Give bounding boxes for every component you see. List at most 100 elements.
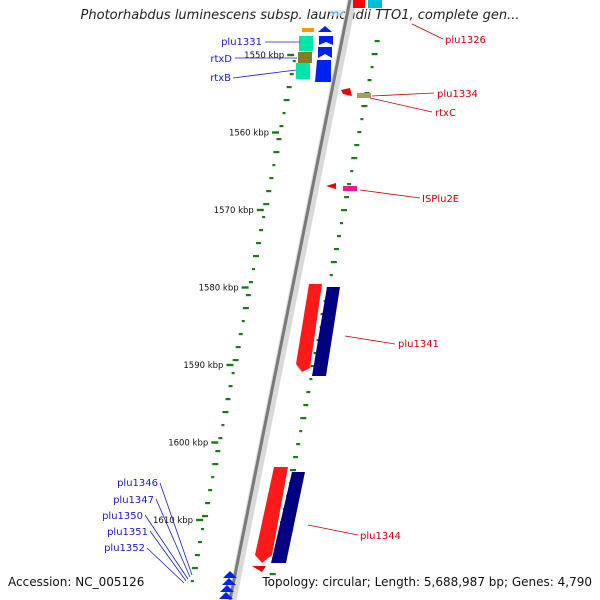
- gc-dot: [303, 404, 309, 407]
- gc-dot: [282, 112, 286, 115]
- accession-text: Accession: NC_005126: [8, 575, 145, 589]
- gc-dot: [374, 40, 380, 43]
- gc-dot: [205, 502, 211, 505]
- gc-dot: [242, 307, 249, 310]
- gc-dot: [296, 443, 301, 446]
- gc-dot: [292, 60, 296, 63]
- gene-rtxD[interactable]: [298, 52, 312, 63]
- gene-top-c[interactable]: [330, 10, 344, 16]
- scale-ticks: 1550 kbp 1560 kbp 1570 kbp 1580 kbp 1590 kbp…: [153, 51, 295, 526]
- genome-summary-text: Topology: circular; Length: 5,688,987 bp…: [262, 575, 592, 589]
- gene-plu1331b[interactable]: [299, 36, 313, 51]
- gc-dot: [241, 320, 245, 323]
- scale-tick-1610: [196, 518, 204, 522]
- gc-dot: [253, 255, 260, 258]
- gene-rev-3[interactable]: [315, 60, 331, 82]
- gc-dot: [333, 248, 339, 251]
- label-plu1344[interactable]: plu1344: [360, 531, 401, 542]
- scale-tick-1560: [272, 131, 280, 134]
- gc-dot: [283, 99, 290, 102]
- gc-dot: [367, 79, 372, 82]
- gc-dot: [357, 131, 362, 134]
- map-title: Photorhabdus luminescens subsp. laumondi…: [80, 8, 520, 23]
- gc-dot: [221, 424, 225, 427]
- gc-dot: [310, 365, 317, 368]
- gene-isplu2e-arrow[interactable]: [326, 183, 336, 189]
- gc-dot: [202, 515, 209, 518]
- gene-rev-2[interactable]: [318, 47, 332, 58]
- gene-plu1341-fwd[interactable]: [296, 284, 322, 372]
- scale-tick-1580: [241, 286, 249, 289]
- gc-dot: [232, 359, 239, 362]
- scale-tick-1550: [287, 53, 295, 57]
- gene-plu1334[interactable]: [341, 88, 352, 96]
- gc-dot: [341, 209, 348, 212]
- gene-plu1344-rev[interactable]: [271, 472, 305, 563]
- label-plu1350[interactable]: plu1350: [102, 511, 143, 522]
- gc-dot: [263, 203, 270, 206]
- scale-tick-label-1550: 1550 kbp: [244, 51, 284, 61]
- label-rtxB[interactable]: rtxB: [210, 73, 231, 84]
- gene-bottom-2[interactable]: [222, 578, 236, 585]
- gc-dot: [266, 190, 272, 193]
- gene-plu1326b[interactable]: [368, 0, 382, 8]
- gc-dot: [215, 450, 221, 453]
- label-plu1352[interactable]: plu1352: [104, 543, 145, 554]
- gc-dot: [197, 541, 202, 544]
- gc-dot: [238, 333, 243, 336]
- gene-cluster-isplu2e: [326, 183, 357, 191]
- gene-rev-arrow[interactable]: [318, 26, 332, 32]
- gene-bottom-3[interactable]: [220, 585, 234, 592]
- gc-dot: [190, 580, 194, 583]
- label-plu1326[interactable]: plu1326: [445, 35, 486, 46]
- gc-dot: [370, 66, 374, 69]
- gc-dot: [350, 170, 354, 173]
- gc-dot: [299, 430, 303, 433]
- gc-dot: [211, 476, 215, 479]
- gene-rev-1[interactable]: [319, 36, 333, 45]
- scale-tick-label-1580: 1580 kbp: [199, 284, 239, 294]
- gc-dot: [286, 86, 292, 89]
- gene-rtxB[interactable]: [296, 63, 310, 79]
- gc-dot: [330, 261, 337, 264]
- gene-small-red[interactable]: [252, 566, 266, 572]
- gc-dot: [371, 53, 378, 56]
- gc-dot: [256, 242, 262, 245]
- gc-dot: [293, 456, 299, 459]
- label-plu1347[interactable]: plu1347: [113, 495, 154, 506]
- gene-plu1341-rev[interactable]: [312, 287, 340, 376]
- label-rtxD[interactable]: rtxD: [210, 54, 232, 65]
- scale-tick-label-1590: 1590 kbp: [183, 361, 223, 371]
- gene-rtxC[interactable]: [357, 93, 371, 98]
- gene-cluster-plu1344: [252, 467, 305, 572]
- label-plu1331[interactable]: plu1331: [221, 37, 262, 48]
- gc-dot: [194, 554, 200, 557]
- gene-labels-left: plu1331 rtxD rtxB plu1346 plu1347 plu135…: [102, 37, 262, 554]
- scale-tick-label-1560: 1560 kbp: [229, 129, 269, 139]
- gc-dot: [251, 268, 255, 271]
- gc-dot: [329, 274, 333, 277]
- gene-bottom-4[interactable]: [219, 592, 233, 599]
- gene-plu1344-fwd[interactable]: [255, 467, 288, 563]
- label-plu1346[interactable]: plu1346: [117, 478, 158, 489]
- gene-bottom-1[interactable]: [223, 571, 237, 578]
- gc-dot: [212, 463, 219, 466]
- label-rtxC[interactable]: rtxC: [435, 108, 456, 119]
- gene-isplu2e[interactable]: [343, 186, 357, 191]
- label-isplu2e[interactable]: ISPlu2E: [422, 194, 459, 205]
- gc-dot: [290, 469, 297, 472]
- gc-dot: [276, 138, 282, 141]
- gene-plu1331[interactable]: [302, 28, 314, 32]
- label-plu1341[interactable]: plu1341: [398, 339, 439, 350]
- scale-tick-label-1570: 1570 kbp: [214, 206, 254, 216]
- gc-dot: [361, 105, 368, 108]
- gene-plu1326[interactable]: [353, 0, 365, 8]
- label-plu1351[interactable]: plu1351: [107, 527, 148, 538]
- label-plu1334[interactable]: plu1334: [437, 89, 478, 100]
- gc-dot: [245, 294, 251, 297]
- gc-dot: [225, 398, 231, 401]
- scale-tick-1600: [211, 441, 219, 444]
- gc-dot: [228, 385, 233, 388]
- gc-dot: [360, 118, 364, 121]
